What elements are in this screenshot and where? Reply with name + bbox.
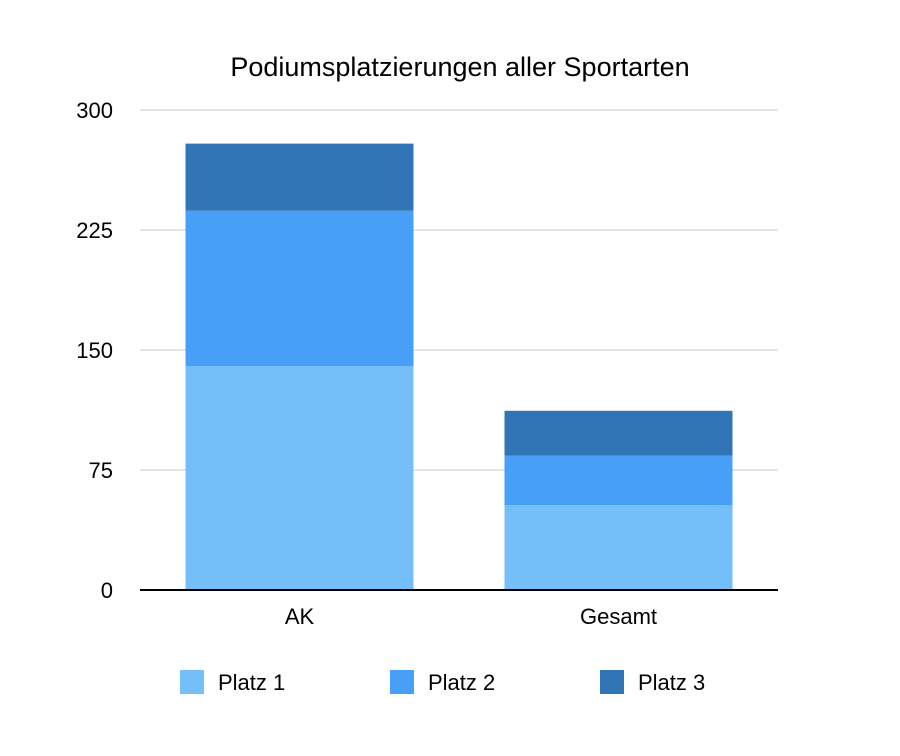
x-tick-label: AK [285,604,315,629]
bar-segment-platz-2-ak [185,210,414,366]
legend-label-platz-2: Platz 2 [428,670,495,695]
bar-segment-platz-3-gesamt [504,410,733,456]
y-axis-tick-labels: 0 75 150 225 300 [76,98,113,603]
legend: Platz 1 Platz 2 Platz 3 [180,670,705,695]
y-tick-label: 225 [76,218,113,243]
bars [185,143,733,590]
bar-segment-platz-3-ak [185,143,414,211]
bar-segment-platz-2-gesamt [504,455,733,506]
bar-segment-platz-1-ak [185,366,414,590]
legend-label-platz-1: Platz 1 [218,670,285,695]
y-tick-label: 300 [76,98,113,123]
legend-label-platz-3: Platz 3 [638,670,705,695]
bar-segment-platz-1-gesamt [504,505,733,590]
chart-title: Podiumsplatzierungen aller Sportarten [230,52,689,82]
legend-swatch-platz-3 [600,670,624,694]
y-tick-label: 75 [89,458,113,483]
x-tick-label: Gesamt [580,604,657,629]
legend-swatch-platz-1 [180,670,204,694]
legend-swatch-platz-2 [390,670,414,694]
y-tick-label: 150 [76,338,113,363]
y-tick-label: 0 [101,578,113,603]
x-axis-tick-labels: AK Gesamt [285,604,657,629]
